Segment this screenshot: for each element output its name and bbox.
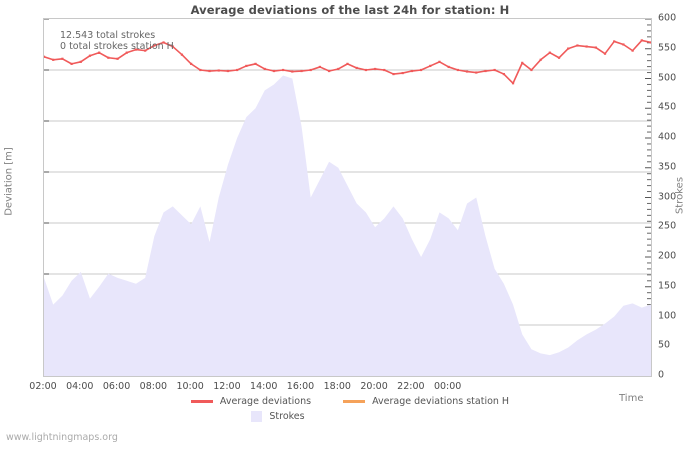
legend-label-average-deviations: Average deviations <box>219 396 312 407</box>
y2-axis-label-550: 550 <box>658 42 677 54</box>
y2-axis-label-0: 0 <box>658 369 665 381</box>
legend-label-average-deviations-station: Average deviations station H <box>372 396 510 407</box>
plot-svg <box>44 19 651 376</box>
legend-label-strokes: Strokes <box>269 411 305 422</box>
y2-axis-label-350: 350 <box>658 161 677 173</box>
y2-axis-label-500: 500 <box>658 72 677 83</box>
y2-axis-label-450: 450 <box>658 101 677 113</box>
y2-axis-label-50: 50 <box>658 339 671 351</box>
y2-axis-label-300: 300 <box>658 191 677 202</box>
x-axis-label-0800: 08:00 <box>139 381 168 392</box>
y2-axis-label-250: 250 <box>658 220 677 232</box>
y2-axis-label-100: 100 <box>658 310 677 321</box>
legend-row-primary: Average deviations Average deviations st… <box>0 394 700 409</box>
y2-axis-label-200: 200 <box>658 250 677 262</box>
annotation-total-strokes-station: 0 total strokes station H <box>60 41 174 52</box>
x-axis-label-2000: 20:00 <box>360 381 388 392</box>
y-axis-right-title: Strokes <box>674 176 686 215</box>
chart-title: Average deviations of the last 24h for s… <box>190 3 510 17</box>
x-axis-label-1400: 14:00 <box>250 381 278 392</box>
legend-swatch-line-orange <box>343 400 366 403</box>
strokes-area-series <box>44 75 651 376</box>
legend-item-average-deviations[interactable]: Average deviations <box>190 396 312 407</box>
legend-swatch-area-lavender <box>251 411 263 422</box>
y2-axis-label-150: 150 <box>658 280 677 292</box>
chart-legend: Average deviations Average deviations st… <box>0 394 700 424</box>
x-axis-label-0000: 00:00 <box>433 381 462 392</box>
plot-area <box>43 18 652 377</box>
x-axis-label-1600: 16:00 <box>286 381 315 392</box>
y2-axis-label-600: 600 <box>658 12 677 24</box>
legend-item-average-deviations-station[interactable]: Average deviations station H <box>343 396 509 407</box>
y2-axis-label-400: 400 <box>658 131 677 143</box>
annotation-total-strokes: 12.543 total strokes <box>60 30 156 41</box>
legend-swatch-line-red <box>190 400 213 403</box>
x-axis-label-0600: 06:00 <box>102 381 131 392</box>
legend-row-secondary: Strokes <box>0 409 700 424</box>
average-deviations-markers <box>44 39 651 85</box>
legend-item-strokes[interactable]: Strokes <box>251 411 305 422</box>
x-axis-label-1200: 12:00 <box>213 381 241 392</box>
watermark: www.lightningmaps.org <box>6 432 118 443</box>
x-axis-label-1000: 10:00 <box>176 381 204 392</box>
x-axis-label-0400: 04:00 <box>66 381 94 392</box>
y-axis-left-title: Deviation [m] <box>3 147 15 216</box>
x-axis-label-2200: 22:00 <box>397 381 425 392</box>
x-axis-label-1800: 18:00 <box>323 381 351 392</box>
x-axis-title: Time <box>619 393 644 404</box>
x-axis-label-0200: 02:00 <box>29 381 57 392</box>
